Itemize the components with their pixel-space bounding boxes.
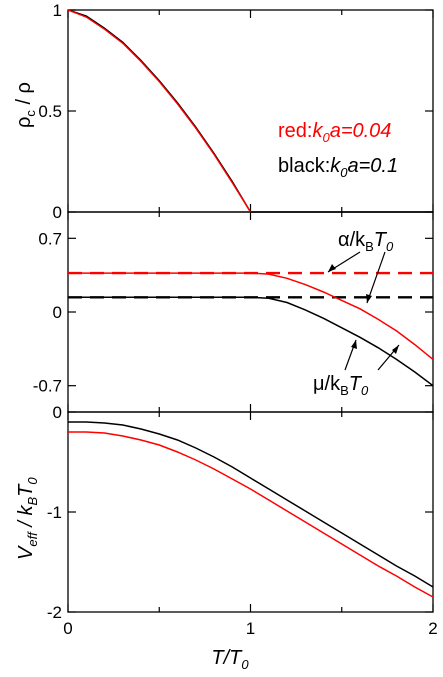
y-tick-label: 0 xyxy=(53,403,62,422)
y-tick-label: -0.7 xyxy=(33,377,62,396)
bottom-y-axis-label: Veff / kBT0 xyxy=(15,477,40,560)
series-line xyxy=(68,421,434,588)
alpha-arrowhead-2 xyxy=(366,294,372,303)
curves xyxy=(67,9,434,598)
top-y-axis-label: ρc / ρ xyxy=(13,82,38,128)
series-line xyxy=(68,272,434,360)
mu-arrowhead-1 xyxy=(351,340,357,349)
mu-arrowhead-2 xyxy=(392,345,399,354)
y-tick-label: -2 xyxy=(47,603,62,622)
x-tick-label: 2 xyxy=(428,619,437,638)
y-tick-label: 0 xyxy=(53,203,62,222)
y-tick-label: -1 xyxy=(47,503,62,522)
alpha-annotation: α/kBT0 xyxy=(338,229,394,254)
bottom-panel-frame xyxy=(67,411,434,613)
y-tick-label: 0 xyxy=(53,303,62,322)
series-line xyxy=(68,431,434,598)
alpha-arrowhead-1 xyxy=(328,264,336,272)
series-line xyxy=(67,9,433,213)
axis-ticks xyxy=(67,9,434,613)
legend-black: black:k0a=0.1 xyxy=(278,155,398,180)
mu-annotation: μ/kBT0 xyxy=(313,373,369,398)
y-tick-label: 0.5 xyxy=(38,102,62,121)
alpha-arrow-2 xyxy=(366,251,386,304)
y-tick-label: 0.7 xyxy=(38,229,62,248)
legend-red: red:k0a=0.04 xyxy=(278,120,391,145)
top-panel-frame xyxy=(67,9,434,213)
series-line xyxy=(68,296,434,387)
tick-labels: 0 0.5 1 -0.7 0 0.7 -2 -1 0 0 1 2 xyxy=(33,1,438,638)
x-tick-label: 1 xyxy=(246,619,255,638)
x-tick-label: 0 xyxy=(63,619,72,638)
series-line xyxy=(67,9,252,213)
x-axis-label: T/T0 xyxy=(211,647,249,672)
y-tick-label: 1 xyxy=(53,1,62,20)
